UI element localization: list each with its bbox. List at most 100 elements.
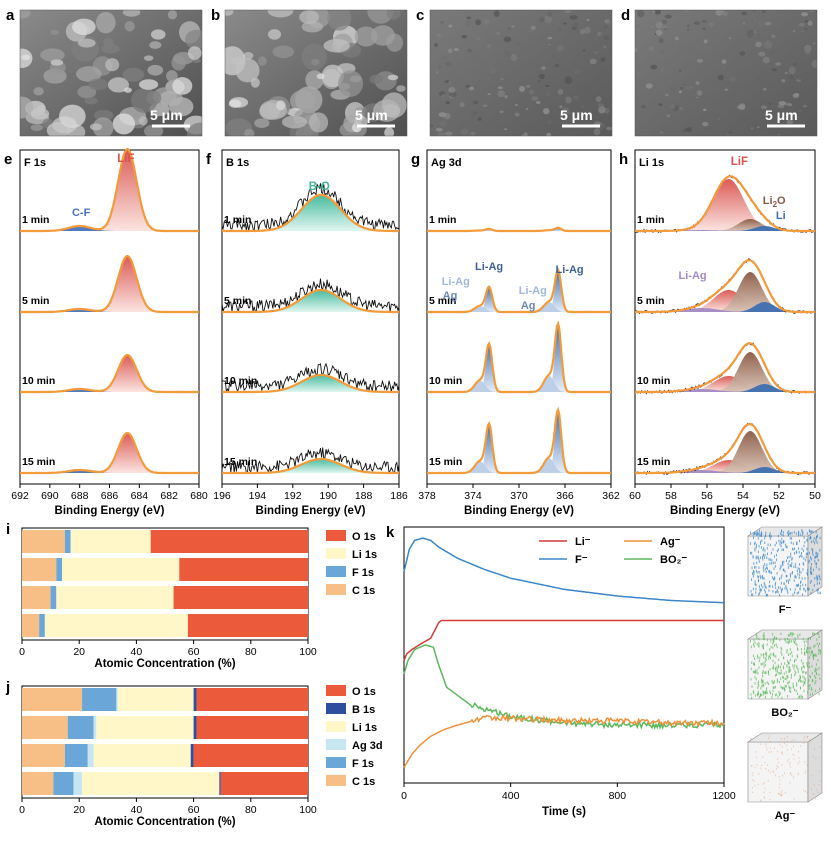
- cube-signal-voxel: [750, 645, 752, 649]
- cube-signal-voxel: [811, 687, 813, 690]
- cube-signal-voxel: [772, 693, 773, 696]
- cube-signal-voxel: [764, 536, 766, 540]
- cube-signal-voxel: [792, 542, 794, 545]
- sem-texture-grain: [387, 74, 399, 81]
- sem-texture-grain: [569, 15, 578, 20]
- sem-image-b: b 5 μm: [211, 7, 408, 137]
- sem-texture-grain: [327, 10, 352, 31]
- cube-signal-voxel: [780, 564, 782, 568]
- legend-label: Li 1s: [352, 722, 377, 734]
- sem-texture-grain: [598, 105, 606, 114]
- sem-texture-grain: [784, 72, 788, 74]
- cube-signal-voxel: [786, 574, 788, 578]
- bar-segment-li-1s: [62, 558, 180, 581]
- bar-segment-c-1s: [22, 558, 57, 581]
- cube-signal-voxel: [804, 761, 806, 763]
- sem-texture-grain: [703, 39, 708, 44]
- sem-texture-grain: [637, 71, 643, 74]
- sem-texture-grain: [670, 87, 674, 90]
- legend-label: Ag 3d: [352, 740, 383, 752]
- sem-texture-grain: [771, 68, 777, 72]
- cube-signal-voxel: [804, 644, 806, 647]
- cube-signal-voxel: [791, 774, 793, 776]
- sem-texture-grain: [301, 43, 327, 71]
- cube-signal-voxel: [774, 685, 776, 689]
- cube-signal-voxel: [771, 696, 773, 699]
- sem-texture-grain: [503, 36, 512, 43]
- cube-signal-voxel: [781, 587, 783, 591]
- cube-signal-voxel: [756, 561, 758, 565]
- cube-signal-voxel: [752, 654, 754, 658]
- cube-signal-voxel: [813, 584, 815, 587]
- cube-signal-voxel: [798, 679, 800, 683]
- cube-signal-voxel: [806, 736, 808, 738]
- cube-signal-voxel: [810, 562, 812, 566]
- cube-signal-voxel: [763, 656, 765, 659]
- cube-signal-voxel: [818, 644, 819, 648]
- annotation-li-ag: Li-Ag: [475, 261, 503, 273]
- sem-texture-grain: [664, 14, 672, 19]
- cube-signal-voxel: [784, 684, 786, 688]
- sem-texture-grain: [444, 131, 453, 136]
- cube-signal-voxel: [781, 529, 783, 533]
- bar-segment-f-1s: [56, 558, 63, 581]
- cube-signal-voxel: [818, 667, 820, 670]
- sem-texture-grain: [650, 64, 658, 70]
- sem-texture-grain: [373, 99, 401, 122]
- sem-texture-grain: [563, 98, 567, 101]
- sem-texture-grain: [559, 105, 563, 108]
- cube-signal-voxel: [790, 762, 791, 764]
- cube-signal-voxel: [764, 682, 766, 685]
- sem-texture-grain: [371, 25, 395, 46]
- cube-signal-voxel: [785, 671, 787, 674]
- cube-signal-voxel: [777, 758, 779, 760]
- cube-signal-voxel: [790, 564, 792, 568]
- sem-texture-grain: [654, 10, 662, 15]
- cube-signal-voxel: [772, 653, 774, 657]
- cube-signal-voxel: [754, 566, 755, 569]
- bar-segment-ag-3d: [93, 716, 97, 739]
- cube-signal-voxel: [788, 685, 790, 688]
- cube-signal-voxel: [790, 676, 792, 680]
- cube-signal-voxel: [776, 678, 778, 681]
- sem-texture-grain: [500, 77, 504, 81]
- cube-signal-voxel: [764, 660, 766, 663]
- cube-signal-voxel: [790, 673, 792, 677]
- sem-texture-grain: [539, 17, 546, 23]
- cube-signal-voxel: [812, 679, 814, 682]
- cube-signal-voxel: [751, 685, 753, 688]
- cube-signal-voxel: [801, 666, 803, 670]
- sem-texture-grain: [486, 43, 492, 49]
- cube-signal-voxel: [784, 677, 786, 681]
- cube-signal-voxel: [789, 658, 791, 662]
- sem-texture-grain: [301, 21, 323, 33]
- cube-signal-voxel: [766, 687, 767, 690]
- cube-signal-voxel: [792, 571, 794, 574]
- cube-signal-voxel: [779, 540, 781, 543]
- annotation-li-ag: Li-Ag: [556, 264, 584, 276]
- cube-signal-voxel: [761, 575, 763, 579]
- cube-signal-voxel: [799, 678, 801, 681]
- x-tick-label: 20: [73, 804, 85, 816]
- scale-bar-label: 5 μm: [150, 107, 183, 123]
- cube-signal-voxel: [801, 529, 803, 532]
- cube-signal-voxel: [764, 691, 766, 695]
- sem-texture-grain: [482, 104, 488, 107]
- cube-signal-voxel: [819, 575, 821, 579]
- cube-signal-voxel: [781, 793, 783, 795]
- cube-signal-voxel: [777, 750, 779, 753]
- cube-signal-voxel: [791, 654, 793, 658]
- sem-image-c: c 5 μm: [416, 7, 613, 137]
- cube-signal-voxel: [813, 568, 814, 572]
- cube-signal-voxel: [774, 576, 776, 580]
- cube-signal-voxel: [769, 798, 771, 801]
- cube-signal-voxel: [781, 574, 783, 577]
- x-tick-label: 56: [701, 490, 713, 502]
- plot-frame: [403, 526, 725, 784]
- sem-texture-grain: [448, 48, 453, 54]
- series-line: [403, 537, 725, 604]
- sem-texture-grain: [472, 100, 479, 105]
- cube-signal-voxel: [796, 647, 798, 650]
- cube-signal-voxel: [761, 678, 762, 682]
- sem-texture-grain: [122, 10, 141, 17]
